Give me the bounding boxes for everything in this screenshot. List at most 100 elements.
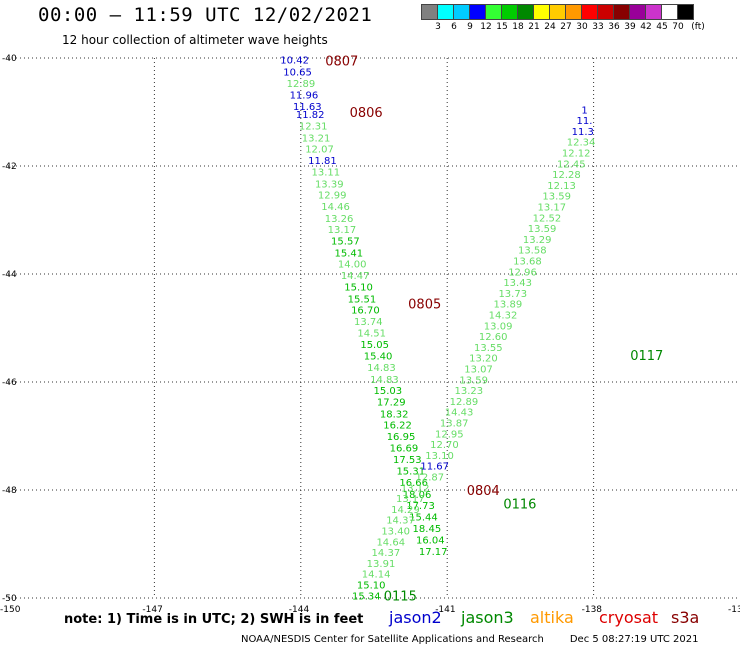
swh-value: 12.34	[567, 138, 596, 149]
swh-value: 13.26	[325, 214, 354, 225]
swh-value: 11.81	[308, 156, 337, 167]
swh-value: 11.	[577, 116, 593, 127]
swh-value: 13.59	[459, 375, 488, 386]
color-swatch	[677, 4, 694, 20]
color-scale-label: 24	[544, 22, 556, 32]
swh-value: 14.14	[362, 570, 391, 581]
swh-value: 14.47	[341, 271, 370, 282]
swh-value: 14.00	[338, 260, 367, 271]
swh-value: 13.39	[315, 179, 344, 190]
color-scale-label: 12	[480, 22, 492, 32]
swh-value: 13.55	[474, 343, 503, 354]
swh-value: 12.13	[547, 181, 576, 192]
swh-value: 12.99	[318, 191, 347, 202]
mission-s3a: s3a	[671, 608, 700, 627]
color-scale	[421, 4, 694, 20]
swh-value: 16.69	[390, 443, 419, 454]
swh-value: 13.68	[513, 257, 542, 268]
swh-value: 13.91	[367, 559, 396, 570]
swh-value: 13.59	[542, 192, 571, 203]
swh-value: 15.31	[396, 467, 425, 478]
swh-value: 13.17	[396, 494, 425, 505]
color-scale-label: (ft)	[691, 22, 705, 32]
color-scale-label: 45	[656, 22, 668, 32]
swh-value: 13.87	[440, 419, 469, 430]
swh-value: 13.07	[464, 365, 493, 376]
swh-value: 12.07	[305, 145, 334, 156]
swh-value: 10.42	[280, 56, 309, 67]
color-scale-label: 39	[624, 22, 636, 32]
pass-time-label: 0804	[467, 484, 500, 499]
swh-value: 15.44	[409, 512, 438, 523]
swh-value: 13.89	[494, 300, 523, 311]
y-tick-label: -48	[2, 486, 17, 496]
mission-altika: altika	[530, 608, 574, 627]
swh-value: 17.53	[393, 455, 422, 466]
mission-jason3: jason3	[461, 608, 514, 627]
swh-value: 12.12	[562, 149, 591, 160]
swh-value: 12.60	[479, 332, 508, 343]
swh-value: 16.66	[399, 478, 428, 489]
swh-value: 14.32	[489, 311, 518, 322]
x-tick-label: -138	[582, 605, 603, 615]
swh-value: 13.10	[425, 451, 454, 462]
swh-value: 16.22	[383, 421, 412, 432]
swh-value: 1	[581, 105, 587, 116]
swh-value: 13.74	[354, 317, 383, 328]
color-scale-label: 9	[467, 22, 473, 32]
swh-value: 12.96	[508, 267, 537, 278]
swh-value: 12.89	[450, 397, 479, 408]
y-tick-label: -44	[2, 270, 17, 280]
color-scale-label: 42	[640, 22, 652, 32]
swh-value: 14.29	[391, 505, 420, 516]
swh-value: 13.58	[518, 246, 547, 257]
pass-time-label: 0806	[350, 106, 383, 121]
y-tick-label: -42	[2, 162, 17, 172]
color-scale-label: 21	[528, 22, 540, 32]
color-scale-label: 30	[576, 22, 588, 32]
swh-value: 12.52	[533, 213, 562, 224]
color-scale-label: 15	[496, 22, 508, 32]
swh-value: 12.87	[415, 473, 444, 484]
footnote: note: 1) Time is in UTC; 2) SWH is in fe…	[64, 612, 364, 627]
swh-value: 13.09	[484, 321, 513, 332]
color-scale-label: 27	[560, 22, 572, 32]
x-tick-label: -150	[0, 605, 21, 615]
swh-value: 15.57	[331, 237, 360, 248]
x-tick-label: -144	[289, 605, 310, 615]
y-tick-label: -40	[2, 54, 17, 64]
swh-value: 13.12	[401, 483, 430, 494]
color-scale-label: 18	[512, 22, 524, 32]
swh-value: 13.11	[312, 167, 341, 178]
swh-value: 15.34	[352, 591, 381, 602]
swh-value: 13.40	[381, 527, 410, 538]
swh-value: 14.37	[386, 516, 415, 527]
swh-value: 12.31	[299, 122, 328, 133]
swh-value: 13.29	[523, 235, 552, 246]
swh-value: 11.63	[293, 102, 322, 113]
swh-value: 11.82	[296, 110, 325, 121]
y-tick-label: -46	[2, 378, 17, 388]
swh-value: 15.40	[364, 352, 393, 363]
color-scale-labels: 3 6 9 12 15 18 21 24 27 30 33 36 39 42 45 70 (ft)	[421, 22, 740, 36]
swh-value: 13.43	[503, 278, 532, 289]
swh-value: 11.67	[420, 462, 449, 473]
color-scale-label: 36	[608, 22, 620, 32]
swh-value: 14.46	[321, 202, 350, 213]
pass-time-label: 0805	[408, 298, 441, 313]
swh-value: 18.06	[403, 490, 432, 501]
swh-value: 17.17	[419, 547, 448, 558]
swh-value: 15.10	[344, 282, 373, 293]
color-scale-label: 33	[592, 22, 604, 32]
swh-value: 15.51	[348, 294, 377, 305]
timestamp-text: Dec 5 08:27:19 UTC 2021	[569, 634, 699, 645]
color-scale-label: 6	[451, 22, 457, 32]
swh-value: 15.05	[360, 340, 389, 351]
swh-value: 10.65	[283, 68, 312, 79]
color-scale-label: 70	[672, 22, 684, 32]
swh-value: 13.23	[455, 386, 484, 397]
swh-value: 13.59	[528, 224, 557, 235]
swh-value: 14.64	[376, 537, 405, 548]
swh-value: 14.37	[372, 548, 401, 559]
